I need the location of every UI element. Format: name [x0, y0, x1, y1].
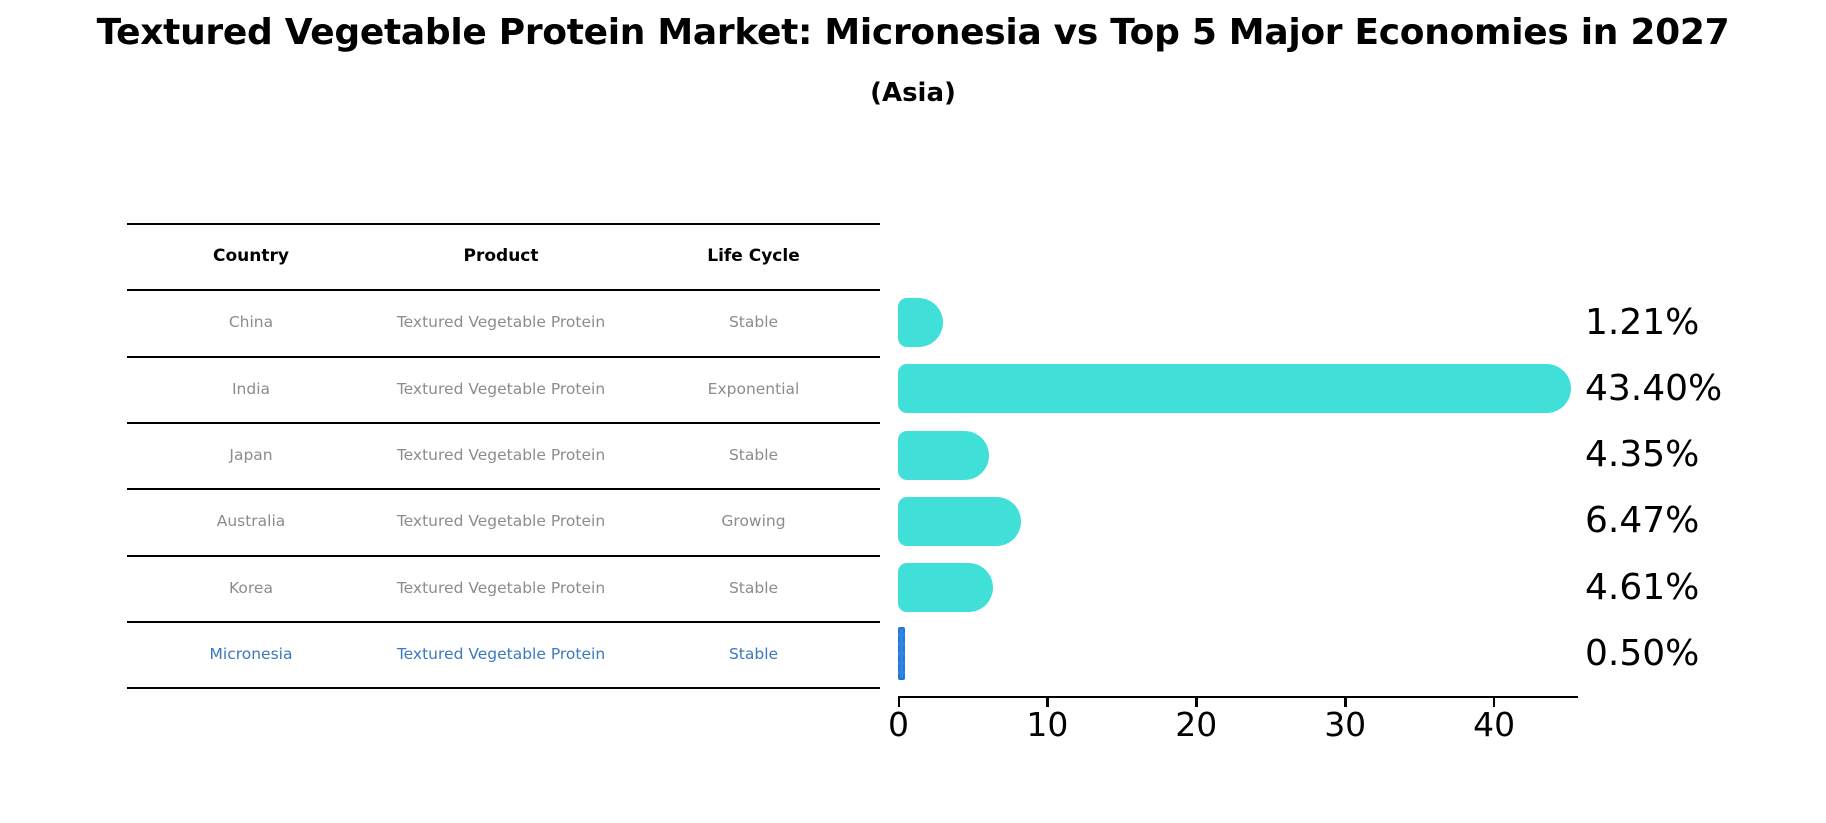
life-cycle-cell: Exponential [707, 379, 800, 398]
life-cycle-cell: Stable [728, 445, 779, 464]
bar-australia [897, 496, 1021, 546]
x-axis-tick [1046, 698, 1049, 707]
x-axis-tick-label: 0 [888, 705, 909, 744]
value-label: 0.50% [1585, 633, 1700, 674]
x-axis-tick [1493, 698, 1496, 707]
product-cell: Textured Vegetable Protein [396, 445, 606, 464]
row-separator-line [127, 355, 880, 358]
product-cell: Textured Vegetable Protein [396, 512, 606, 531]
row-separator-line [127, 620, 880, 623]
x-axis-tick [1195, 698, 1198, 707]
column-header-product: Product [463, 246, 539, 266]
bar-korea [897, 563, 994, 613]
bar-china [897, 298, 943, 347]
column-header-country: Country [213, 246, 289, 266]
bar-india [897, 364, 1571, 414]
life-cycle-cell: Stable [728, 644, 779, 663]
life-cycle-cell: Stable [728, 313, 779, 332]
product-cell: Textured Vegetable Protein [396, 313, 606, 332]
bar-japan [897, 430, 990, 480]
x-axis-tick [897, 698, 900, 707]
country-cell: Korea [229, 578, 273, 597]
life-cycle-cell: Growing [721, 512, 786, 531]
x-axis-tick-label: 40 [1473, 705, 1516, 744]
row-separator-line [127, 421, 880, 425]
bar-micronesia [897, 627, 905, 680]
country-cell: China [228, 313, 274, 332]
row-separator-line [127, 223, 880, 226]
row-separator-line [127, 554, 880, 557]
row-separator-line [127, 488, 880, 491]
value-label: 4.61% [1585, 566, 1700, 608]
chart-subtitle: (Asia) [870, 78, 956, 108]
product-cell: Textured Vegetable Protein [396, 644, 606, 663]
country-cell: Australia [216, 512, 286, 531]
value-label: 6.47% [1585, 500, 1700, 542]
x-axis-tick-label: 20 [1175, 705, 1218, 744]
chart-title: Textured Vegetable Protein Market: Micro… [96, 12, 1730, 53]
life-cycle-cell: Stable [728, 578, 779, 597]
x-axis-tick [1344, 698, 1347, 707]
row-separator-line [127, 687, 880, 690]
value-label: 4.35% [1585, 434, 1700, 476]
x-axis-line [897, 696, 1578, 699]
x-axis-tick-label: 30 [1324, 705, 1367, 744]
country-cell: Japan [229, 445, 273, 464]
x-axis-tick-label: 10 [1026, 705, 1069, 744]
product-cell: Textured Vegetable Protein [396, 578, 606, 597]
value-label: 1.21% [1585, 301, 1700, 343]
column-header-life-cycle: Life Cycle [707, 246, 800, 266]
row-separator-line [127, 289, 880, 292]
country-cell: Micronesia [209, 644, 293, 663]
value-label: 43.40% [1585, 367, 1723, 409]
product-cell: Textured Vegetable Protein [396, 379, 606, 398]
country-cell: India [231, 379, 271, 398]
